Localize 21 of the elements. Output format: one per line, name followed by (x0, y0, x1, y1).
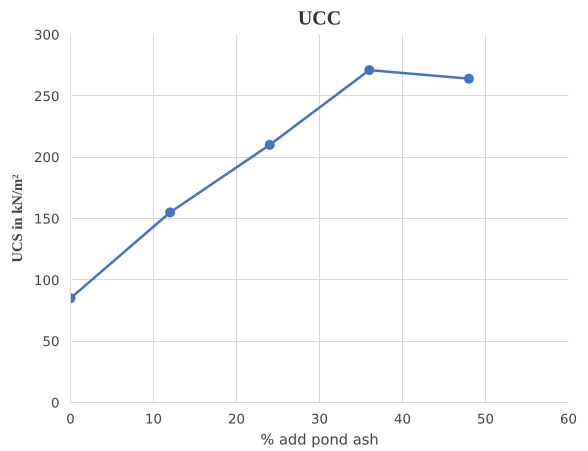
point (264, 140, 275, 150)
y-axis-title: UCS in kN/m² (10, 174, 26, 263)
y-tick-label: 250 (34, 90, 60, 105)
x-axis-title: % add pond ash (260, 432, 379, 448)
y-tick-label: 0 (51, 396, 60, 412)
point (165, 207, 176, 218)
y-tick-label: 200 (34, 151, 60, 166)
y-tick-label: 150 (34, 212, 60, 228)
x-tick-label: 20 (228, 412, 245, 428)
x-tick-label: 40 (394, 412, 411, 428)
y-tick-label: 50 (42, 335, 60, 350)
x-tick-label: 50 (477, 412, 494, 428)
x-tick-label: 10 (145, 412, 162, 428)
x-tick-label: 30 (311, 412, 328, 428)
x-tick-label: 60 (560, 412, 577, 428)
chart-title: UCC (298, 8, 342, 30)
point (364, 65, 374, 76)
y-tick-label: 300 (34, 28, 60, 44)
y-tick-label: 100 (34, 274, 60, 289)
x-tick-label: 0 (66, 412, 75, 428)
point (464, 74, 474, 84)
